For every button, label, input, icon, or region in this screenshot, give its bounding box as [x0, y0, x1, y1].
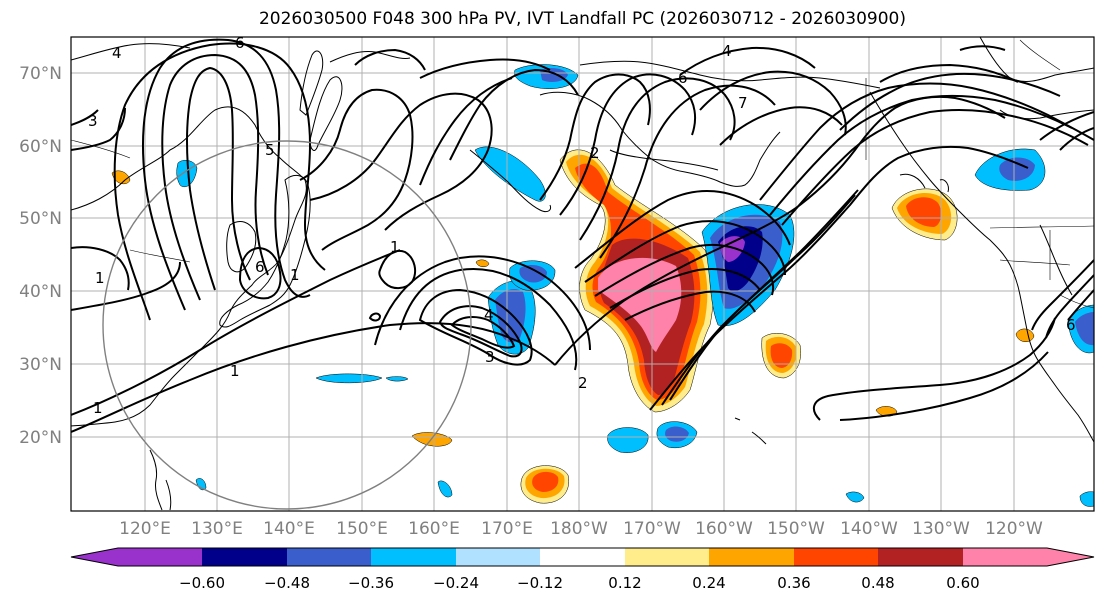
negative-anomaly-shading — [176, 64, 1094, 507]
contour-label: 4 — [112, 44, 122, 62]
contour-label: 1 — [93, 399, 103, 417]
colorbar-swatch — [794, 548, 878, 566]
colorbar-swatch — [287, 548, 371, 566]
map-title: 2026030500 F048 300 hPa PV, IVT Landfall… — [258, 9, 906, 29]
colorbar-outline — [70, 547, 1095, 567]
lat-tick-label: 20°N — [19, 428, 62, 448]
colorbar-label: 0.24 — [692, 574, 725, 592]
colorbar-label: −0.48 — [264, 574, 310, 592]
contour-label: 1 — [290, 266, 300, 284]
colorbar-swatch — [456, 548, 540, 566]
lat-tick-label: 60°N — [19, 137, 62, 157]
lon-tick-label: 170°E — [481, 519, 533, 539]
contour-label: 7 — [738, 94, 748, 112]
lon-tick-label: 160°E — [408, 519, 460, 539]
colorbar-swatch — [963, 548, 1094, 566]
pv-contours — [71, 38, 1094, 433]
contour-label: 1 — [230, 362, 240, 380]
contour-label: 4 — [484, 306, 494, 324]
lat-tick-label: 30°N — [19, 355, 62, 375]
lon-tick-label: 140°W — [840, 519, 898, 539]
colorbar-label: 0.36 — [777, 574, 810, 592]
colorbar-swatch — [709, 548, 794, 566]
colorbar-label: 0.48 — [861, 574, 894, 592]
colorbar-label: 0.12 — [608, 574, 641, 592]
colorbar-swatch — [202, 548, 287, 566]
lon-tick-label: 150°E — [336, 519, 388, 539]
contour-label: 2 — [578, 374, 588, 392]
lon-tick-label: 140°E — [263, 519, 315, 539]
colorbar-swatch — [625, 548, 709, 566]
contour-label: 1 — [390, 238, 400, 256]
colorbar-label: −0.24 — [433, 574, 479, 592]
contour-label: 2 — [590, 144, 600, 162]
lat-tick-label: 70°N — [19, 64, 62, 84]
colorbar: −0.60 −0.48 −0.36 −0.24 −0.12 0.12 0.24 … — [70, 547, 1095, 592]
lon-tick-label: 180°W — [550, 519, 608, 539]
contour-label: 4 — [722, 42, 732, 60]
contour-label: 6 — [678, 69, 688, 87]
contour-label: 1 — [95, 269, 105, 287]
lon-tick-label: 170°W — [623, 519, 681, 539]
colorbar-swatch — [71, 548, 202, 566]
colorbar-label: −0.36 — [348, 574, 394, 592]
latitude-axis: 70°N 60°N 50°N 40°N 30°N 20°N — [19, 64, 62, 448]
contour-label: 6 — [1066, 316, 1076, 334]
colorbar-swatch — [371, 548, 456, 566]
lon-tick-label: 130°E — [191, 519, 243, 539]
colorbar-swatches — [71, 548, 1094, 566]
colorbar-labels: −0.60 −0.48 −0.36 −0.24 −0.12 0.12 0.24 … — [179, 574, 980, 592]
lat-tick-label: 40°N — [19, 282, 62, 302]
map-panel: 4 6 4 6 7 3 5 1 6 1 1 1 1 4 3 2 2 6 — [71, 34, 1094, 511]
lon-tick-label: 120°W — [985, 519, 1043, 539]
colorbar-label: −0.12 — [517, 574, 563, 592]
colorbar-swatch — [540, 548, 625, 566]
colorbar-label: 0.60 — [946, 574, 979, 592]
contour-label: 6 — [255, 258, 265, 276]
colorbar-label: −0.60 — [179, 574, 225, 592]
political-boundaries — [71, 39, 1094, 309]
contour-label: 6 — [235, 34, 245, 52]
contour-labels: 4 6 4 6 7 3 5 1 6 1 1 1 1 4 3 2 2 6 — [88, 34, 1076, 417]
contour-label: 5 — [265, 141, 275, 159]
lon-tick-label: 150°W — [767, 519, 825, 539]
lat-tick-label: 50°N — [19, 209, 62, 229]
lon-tick-label: 130°W — [912, 519, 970, 539]
lon-tick-label: 120°E — [119, 519, 171, 539]
map-frame — [70, 36, 1095, 512]
longitude-axis: 120°E 130°E 140°E 150°E 160°E 170°E 180°… — [119, 519, 1043, 539]
contour-label: 3 — [88, 112, 98, 130]
graticule — [71, 37, 1094, 511]
lon-tick-label: 160°W — [695, 519, 753, 539]
contour-label: 3 — [485, 348, 495, 366]
colorbar-swatch — [878, 548, 963, 566]
range-circle — [102, 140, 472, 510]
